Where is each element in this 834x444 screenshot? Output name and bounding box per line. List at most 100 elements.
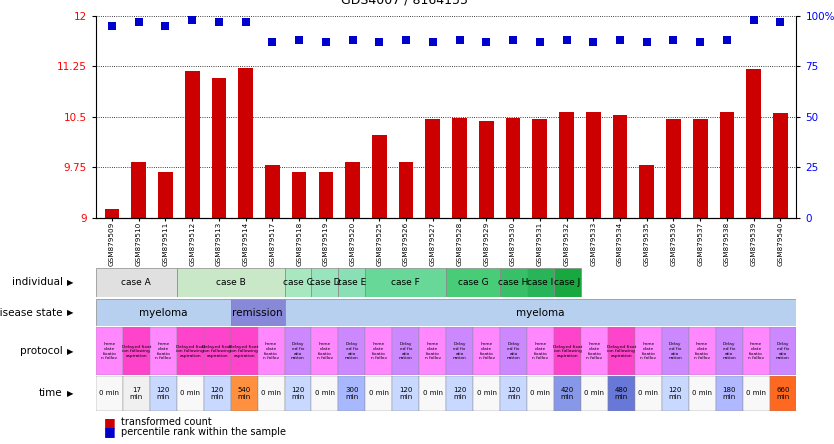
Bar: [177, 327, 203, 375]
Point: [239, 18, 253, 25]
Bar: [581, 376, 608, 411]
Text: remission: remission: [232, 308, 283, 317]
Bar: [532, 119, 547, 218]
Text: time: time: [39, 388, 63, 398]
Text: 0 min: 0 min: [180, 390, 200, 396]
Bar: [96, 327, 123, 375]
Bar: [554, 327, 581, 375]
Bar: [446, 327, 473, 375]
Bar: [446, 376, 473, 411]
Bar: [292, 172, 306, 218]
Text: case H: case H: [499, 278, 529, 287]
Text: Delayed fixat
ion following
aspiration: Delayed fixat ion following aspiration: [606, 345, 636, 358]
Bar: [177, 268, 284, 297]
Bar: [689, 327, 716, 375]
Point: [426, 38, 440, 45]
Text: 0 min: 0 min: [423, 390, 443, 396]
Text: Delayed fixat
ion following
aspiration: Delayed fixat ion following aspiration: [175, 345, 205, 358]
Bar: [613, 115, 627, 218]
Bar: [452, 118, 467, 218]
Point: [506, 36, 520, 44]
Point: [640, 38, 653, 45]
Text: Delay
ed fix
atio
nation: Delay ed fix atio nation: [722, 342, 736, 360]
Text: 420
min: 420 min: [560, 387, 574, 400]
Bar: [770, 327, 796, 375]
Bar: [96, 376, 123, 411]
Text: ▶: ▶: [67, 308, 73, 317]
Text: 120
min: 120 min: [669, 387, 682, 400]
Bar: [746, 69, 761, 218]
Bar: [500, 376, 527, 411]
Bar: [365, 376, 392, 411]
Bar: [581, 327, 608, 375]
Bar: [265, 165, 279, 218]
Bar: [635, 376, 661, 411]
Text: Delay
ed fix
atio
nation: Delay ed fix atio nation: [776, 342, 790, 360]
Bar: [284, 376, 311, 411]
Point: [613, 36, 626, 44]
Bar: [742, 327, 770, 375]
Bar: [608, 327, 635, 375]
Bar: [177, 376, 203, 411]
Bar: [319, 172, 334, 218]
Bar: [365, 327, 392, 375]
Bar: [123, 376, 150, 411]
Text: Delay
ed fix
atio
nation: Delay ed fix atio nation: [345, 342, 359, 360]
Bar: [399, 162, 414, 218]
Bar: [770, 376, 796, 411]
Text: Imme
diate
fixatio
n follov: Imme diate fixatio n follov: [155, 342, 171, 360]
Text: disease state: disease state: [0, 308, 63, 317]
Bar: [104, 209, 119, 218]
Point: [399, 36, 413, 44]
Bar: [640, 165, 654, 218]
Bar: [527, 327, 554, 375]
Bar: [742, 376, 770, 411]
Text: 120
min: 120 min: [291, 387, 304, 400]
Bar: [420, 327, 446, 375]
Point: [346, 36, 359, 44]
Bar: [720, 112, 734, 218]
Point: [694, 38, 707, 45]
Bar: [258, 376, 284, 411]
Text: 0 min: 0 min: [99, 390, 119, 396]
Bar: [311, 327, 339, 375]
Text: transformed count: transformed count: [121, 417, 212, 427]
Bar: [212, 78, 226, 218]
Text: Imme
diate
fixatio
n follov: Imme diate fixatio n follov: [748, 342, 764, 360]
Text: 480
min: 480 min: [615, 387, 628, 400]
Bar: [345, 162, 360, 218]
Text: 120
min: 120 min: [507, 387, 520, 400]
Point: [293, 36, 306, 44]
Text: Imme
diate
fixatio
n follov: Imme diate fixatio n follov: [641, 342, 656, 360]
Text: 0 min: 0 min: [638, 390, 658, 396]
Text: 0 min: 0 min: [369, 390, 389, 396]
Bar: [339, 376, 365, 411]
Text: 120
min: 120 min: [210, 387, 224, 400]
Bar: [586, 112, 600, 218]
Text: protocol: protocol: [20, 346, 63, 356]
Bar: [527, 376, 554, 411]
Text: case G: case G: [458, 278, 489, 287]
Text: case D: case D: [309, 278, 340, 287]
Bar: [231, 376, 258, 411]
Bar: [661, 327, 689, 375]
Text: Imme
diate
fixatio
n follov: Imme diate fixatio n follov: [263, 342, 279, 360]
Point: [586, 38, 600, 45]
Bar: [96, 299, 231, 326]
Text: Imme
diate
fixatio
n follov: Imme diate fixatio n follov: [425, 342, 441, 360]
Text: case E: case E: [337, 278, 366, 287]
Bar: [689, 376, 716, 411]
Text: ▶: ▶: [67, 389, 73, 398]
Text: percentile rank within the sample: percentile rank within the sample: [121, 427, 286, 436]
Point: [132, 18, 145, 25]
Text: Imme
diate
fixatio
n follov: Imme diate fixatio n follov: [371, 342, 387, 360]
Point: [266, 38, 279, 45]
Text: Delay
ed fix
atio
nation: Delay ed fix atio nation: [399, 342, 413, 360]
Text: individual: individual: [12, 277, 63, 287]
Text: Imme
diate
fixatio
n follov: Imme diate fixatio n follov: [101, 342, 118, 360]
Text: myeloma: myeloma: [139, 308, 188, 317]
Text: Delayed fixat
ion following
aspiration: Delayed fixat ion following aspiration: [229, 345, 259, 358]
Bar: [500, 327, 527, 375]
Bar: [608, 376, 635, 411]
Bar: [203, 376, 231, 411]
